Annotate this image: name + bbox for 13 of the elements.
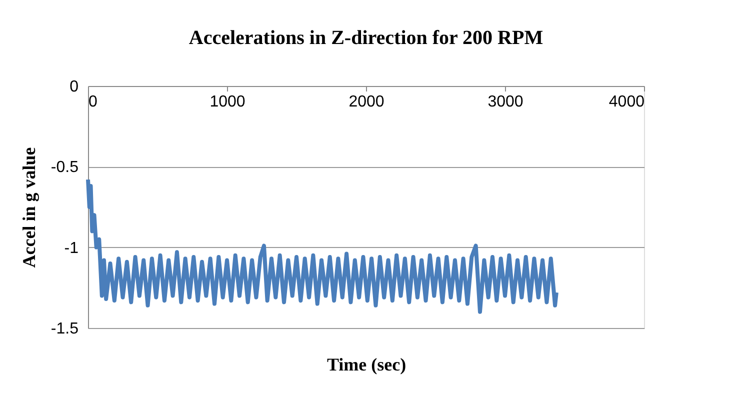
x-tick-label: 2000 [348, 94, 384, 110]
x-tick-label: 0 [88, 94, 98, 110]
y-tick-label: -0.5 [50, 159, 79, 176]
line-series [86, 178, 558, 314]
chart-title: Accelerations in Z-direction for 200 RPM [188, 27, 544, 49]
x-tick-label: 1000 [210, 94, 246, 110]
y-axis-title: Accel in g value [18, 147, 39, 268]
y-tick-label: -1 [64, 240, 79, 257]
x-tick-label: 3000 [488, 94, 524, 110]
y-tick-label: -1.5 [50, 320, 79, 338]
x-axis-title: Time (sec) [326, 354, 406, 374]
x-tick-label: 4000 [608, 94, 645, 110]
y-tick-label: 0 [70, 78, 79, 96]
